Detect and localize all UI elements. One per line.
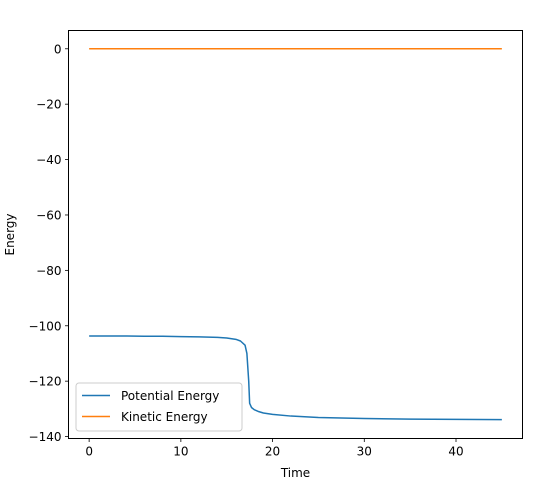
x-tick-label: 10: [173, 445, 188, 459]
y-tick-label: −80: [36, 264, 61, 278]
legend-label-1: Potential Energy: [121, 389, 219, 403]
x-tick-label: 0: [85, 445, 93, 459]
y-tick-label: −140: [29, 430, 62, 444]
x-tick-label: 30: [357, 445, 372, 459]
plot-frame: [68, 30, 523, 439]
y-tick-label: −40: [36, 153, 61, 167]
y-tick-label: −20: [36, 98, 61, 112]
x-axis-label: Time: [280, 466, 310, 480]
y-tick-label: −120: [29, 375, 62, 389]
y-tick-label: 0: [54, 42, 62, 56]
y-tick-label: −60: [36, 208, 61, 222]
series-line-1: [89, 335, 502, 421]
legend: Potential Energy Kinetic Energy: [75, 382, 243, 432]
x-tick-label: 40: [448, 445, 463, 459]
legend-label-2: Kinetic Energy: [121, 410, 208, 424]
legend-box: [75, 382, 243, 432]
x-tick-label: 20: [265, 445, 280, 459]
y-axis-label: Energy: [3, 213, 17, 255]
y-tick-label: −100: [29, 319, 62, 333]
